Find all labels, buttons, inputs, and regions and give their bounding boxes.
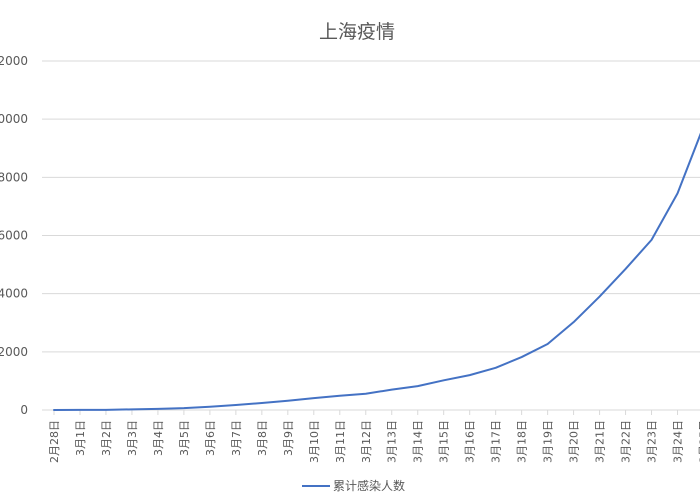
x-tick-label: 3月23日 [646,420,659,463]
x-tick-label: 3月11日 [334,420,347,463]
x-tick-label: 3月16日 [464,420,477,463]
x-tick-label: 3月2日 [100,420,113,456]
chart-title: 上海疫情 [319,21,395,43]
x-axis-ticks: 2月28日 3月1日 3月2日 3月3日 3月4日 3月5日 3月6日 3月7日 3月8日 3月9… [48,410,700,463]
y-tick-label: 8000 [0,170,28,184]
x-tick-label: 3月5日 [178,420,191,456]
x-tick-label: 3月24日 [672,420,685,463]
series-line-0 [53,132,700,411]
x-tick-label: 3月1日 [74,420,87,456]
x-tick-label: 3月17日 [490,420,503,463]
x-tick-label: 3月20日 [568,420,581,463]
x-tick-label: 3月15日 [438,420,451,463]
x-tick-label: 3月12日 [360,420,373,463]
x-tick-label: 3月4日 [152,420,165,456]
x-tick-label: 3月19日 [542,420,555,463]
x-tick-label: 3月21日 [594,420,607,463]
y-tick-label: 10000 [0,112,28,126]
x-tick-label: 2月28日 [48,420,61,463]
x-tick-label: 3月25日 [698,420,700,463]
x-tick-label: 3月8日 [256,420,269,456]
x-tick-label: 3月9日 [282,420,295,456]
y-tick-label: 12000 [0,54,28,68]
y-tick-label: 6000 [0,229,28,243]
legend-label: 累计感染人数 [333,478,405,493]
x-tick-label: 3月7日 [230,420,243,456]
y-tick-label: 2000 [0,345,28,359]
x-tick-label: 3月14日 [412,420,425,463]
y-tick-label: 0 [20,403,28,417]
x-tick-label: 3月22日 [620,420,633,463]
y-axis-ticks: 0 2000 4000 6000 8000 10000 12000 [0,54,28,417]
series-group [53,132,700,411]
x-tick-label: 3月3日 [126,420,139,456]
legend: 累计感染人数 [302,478,405,493]
x-tick-label: 3月10日 [308,420,321,463]
x-tick-label: 3月13日 [386,420,399,463]
gridlines [42,60,700,353]
y-tick-label: 4000 [0,287,28,301]
x-tick-label: 3月6日 [204,420,217,456]
x-tick-label: 3月18日 [516,420,529,463]
